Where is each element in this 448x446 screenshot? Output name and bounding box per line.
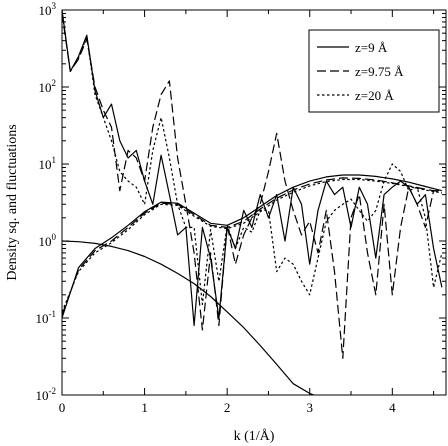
legend-entry-label: z=9.75 Å [355, 64, 404, 79]
y-tick-label: 103 [39, 1, 57, 18]
series-7-curve-line [62, 240, 315, 395]
x-tick-label: 2 [224, 400, 231, 415]
y-tick-label: 10-2 [36, 386, 57, 403]
series-1-z-9--line [62, 10, 443, 327]
y-tick-label: 101 [39, 155, 57, 172]
plot-frame [61, 9, 447, 396]
series-layer [62, 10, 443, 395]
legend: z=9 Å z=9.75 Å z=20 Å [308, 29, 440, 113]
series-5-curve-line [62, 177, 443, 316]
x-axis-label: k (1/Å) [234, 428, 275, 444]
x-tick-label: 1 [141, 400, 148, 415]
series-4-curve-line [62, 174, 443, 319]
series-6-curve-line [62, 178, 443, 313]
x-tick-label: 0 [59, 400, 66, 415]
legend-entry-label: z=9 Å [355, 40, 388, 55]
series-2-z-9-75--line [62, 13, 442, 359]
series-3-z-20--line [62, 11, 443, 305]
y-tick-label: 102 [39, 78, 57, 95]
legend-entry-label: z=20 Å [355, 88, 394, 103]
y-axis-label: Density sq. and fluctuations [5, 124, 20, 280]
axes-layer: 0 1 2 3 4 10-2 10-1 100 101 102 103 [36, 1, 447, 415]
y-tick-label: 100 [39, 232, 57, 249]
y-tick-label: 10-1 [36, 309, 57, 326]
x-tick-label: 4 [389, 400, 396, 415]
x-tick-label: 3 [306, 400, 313, 415]
